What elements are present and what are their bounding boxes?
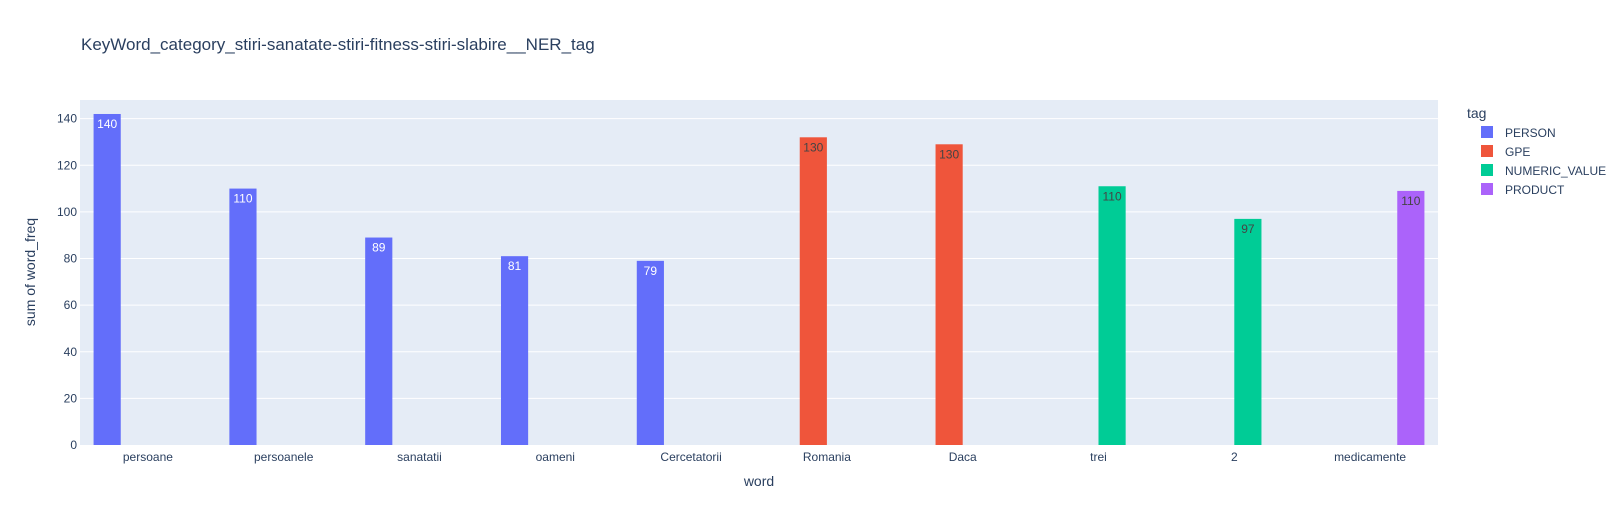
bar-value-label: 79 (644, 264, 658, 278)
bar[interactable] (935, 144, 963, 446)
x-axis-ticks: persoane persoanele sanatatii oameni Cerceta… (123, 450, 1407, 464)
bar-value-label: 89 (372, 241, 386, 255)
bar[interactable] (93, 113, 121, 446)
y-tick-label: 20 (64, 391, 78, 405)
gridlines (80, 118, 1438, 399)
bars[interactable] (93, 113, 1425, 446)
y-tick-label: 100 (57, 205, 77, 219)
y-tick-label: 120 (57, 158, 77, 172)
chart-title: KeyWord_category_stiri-sanatate-stiri-fi… (81, 35, 595, 54)
bar[interactable] (365, 237, 393, 445)
y-tick-label: 80 (64, 252, 78, 266)
legend-swatch[interactable] (1481, 183, 1493, 195)
bar[interactable] (1098, 186, 1126, 445)
legend[interactable]: tag PERSON GPE NUMERIC_VALUE PRODUCT (1467, 105, 1606, 197)
x-tick-label: oameni (536, 450, 575, 464)
legend-item-label[interactable]: PERSON (1505, 126, 1556, 140)
legend-swatch[interactable] (1481, 145, 1493, 157)
bar[interactable] (636, 260, 664, 445)
bar-value-label: 130 (803, 140, 823, 154)
y-tick-label: 0 (70, 438, 77, 452)
y-tick-label: 60 (64, 298, 78, 312)
bar-value-label: 110 (1401, 194, 1420, 208)
bar-value-label: 140 (97, 117, 117, 131)
bar[interactable] (1397, 190, 1425, 445)
legend-title: tag (1467, 105, 1486, 121)
bar[interactable] (1234, 218, 1262, 445)
bar-value-label: 110 (1103, 189, 1122, 203)
x-tick-label: Cercetatorii (660, 450, 721, 464)
y-tick-label: 40 (64, 345, 78, 359)
bar-value-label: 130 (939, 147, 959, 161)
x-tick-label: persoane (123, 450, 173, 464)
x-tick-label: Daca (949, 450, 977, 464)
bar[interactable] (500, 256, 529, 445)
x-tick-label: trei (1090, 450, 1107, 464)
x-tick-label: Romania (803, 450, 851, 464)
bar[interactable] (799, 137, 827, 445)
legend-item-label[interactable]: GPE (1505, 145, 1530, 159)
bar-labels: 140 110 89 81 79 130 130 110 97 110 (97, 117, 1421, 278)
legend-item-label[interactable]: PRODUCT (1505, 183, 1565, 197)
legend-item-label[interactable]: NUMERIC_VALUE (1505, 164, 1606, 178)
y-tick-label: 140 (57, 112, 77, 126)
y-axis-title: sum of word_freq (22, 218, 38, 326)
x-axis-title: word (743, 473, 774, 489)
y-axis-ticks: 0 20 40 60 80 100 120 140 (57, 112, 77, 452)
bar-value-label: 110 (233, 192, 252, 206)
bar[interactable] (229, 188, 257, 445)
bar-value-label: 81 (508, 259, 522, 273)
x-tick-label: 2 (1231, 450, 1238, 464)
x-tick-label: persoanele (254, 450, 314, 464)
plot-background (80, 100, 1438, 445)
x-tick-label: sanatatii (397, 450, 442, 464)
legend-swatch[interactable] (1481, 126, 1493, 138)
x-tick-label: medicamente (1334, 450, 1406, 464)
bar-value-label: 97 (1241, 222, 1255, 236)
legend-swatch[interactable] (1481, 164, 1493, 176)
